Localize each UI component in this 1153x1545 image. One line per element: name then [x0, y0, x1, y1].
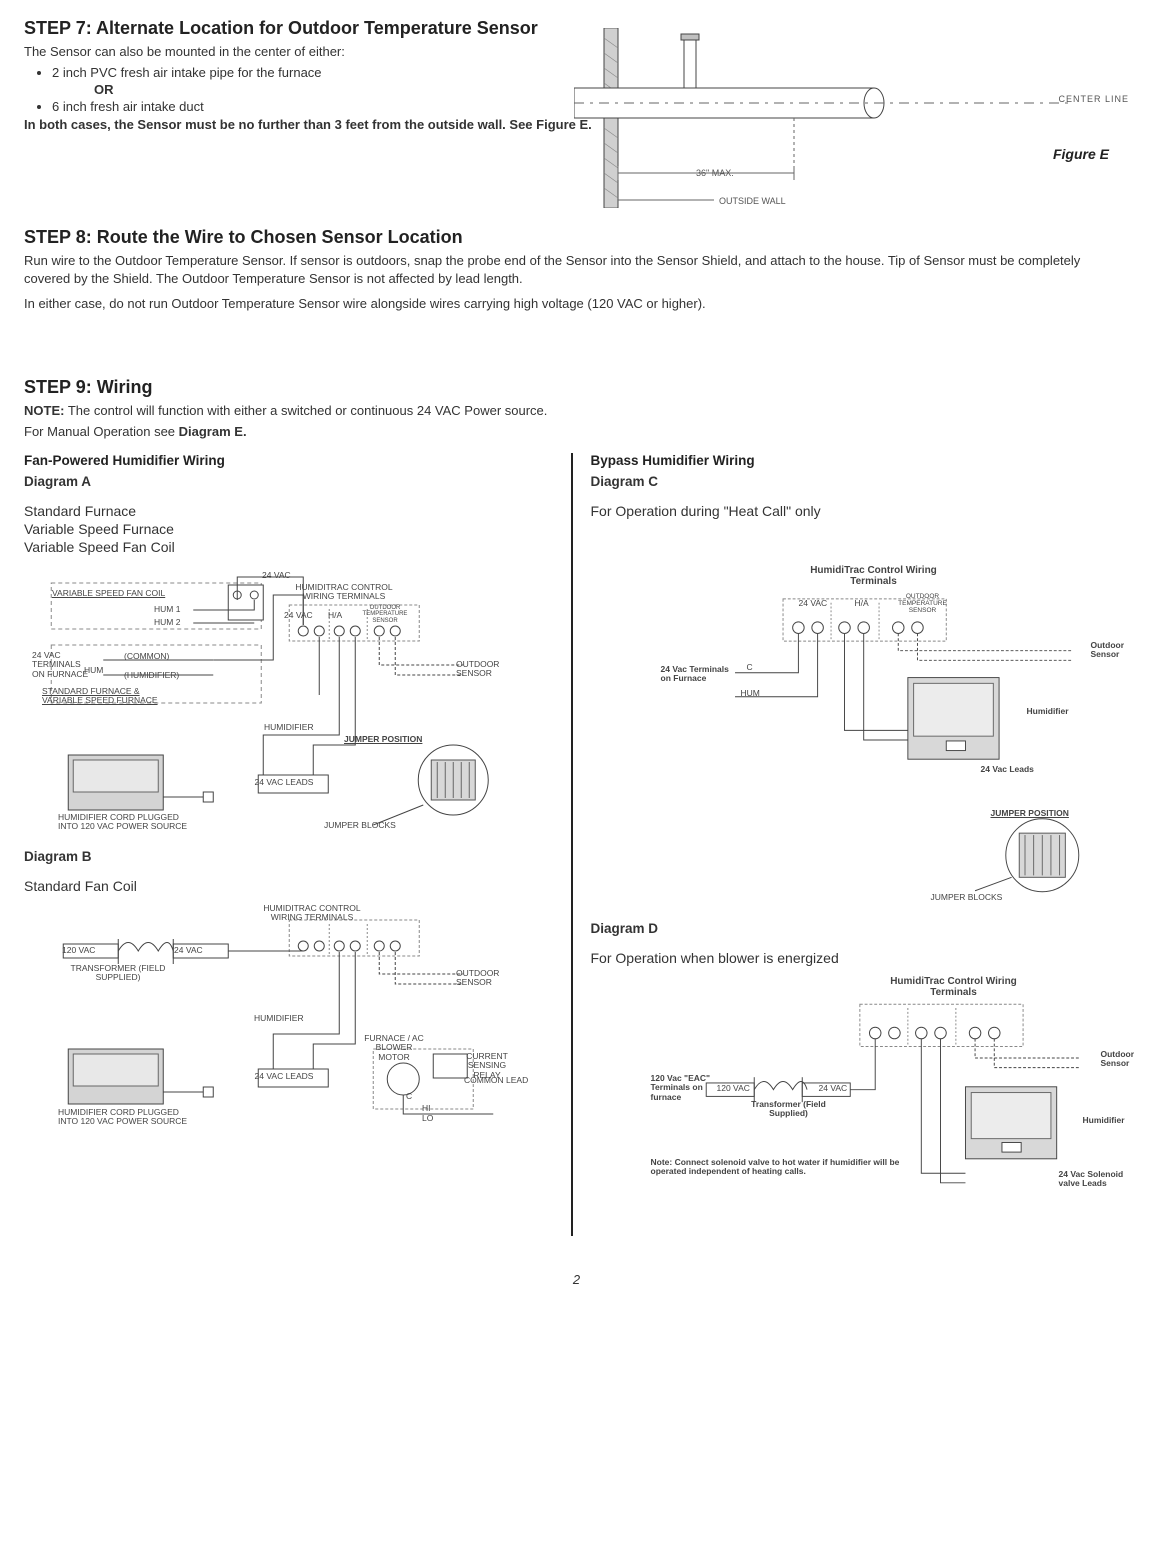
figure-e: CENTER LINE Figure E 36" MAX. OUTSIDE WA…: [574, 28, 1129, 208]
diagD-note: Note: Connect solenoid valve to hot wate…: [651, 1158, 911, 1177]
diagB-leads: 24 VAC LEADS: [252, 1072, 316, 1081]
diagB-u1: Standard Fan Coil: [24, 878, 543, 894]
right-heading: Bypass Humidifier Wiring: [591, 453, 1110, 468]
diagD-u1: For Operation when blower is energized: [591, 950, 1110, 966]
diagD-xfmr: Transformer (Field Supplied): [739, 1100, 839, 1119]
diagD-terms: 120 Vac "EAC" Terminals on furnace: [651, 1074, 721, 1102]
step8-p1: Run wire to the Outdoor Temperature Sens…: [24, 252, 1129, 287]
diagD-outdoor: Outdoor Sensor: [1101, 1050, 1151, 1069]
diagD-ctrl: HumidiTrac Control Wiring Terminals: [889, 976, 1019, 998]
diagD-title: Diagram D: [591, 921, 1110, 936]
diagC-outsens: OUTDOOR TEMPERATURE SENSOR: [893, 593, 953, 614]
diagC-jumper: JUMPER POSITION: [991, 809, 1069, 818]
step9-heading: STEP 9: Wiring: [24, 377, 1129, 398]
step8-p2: In either case, do not run Outdoor Tempe…: [24, 295, 1129, 313]
diagB-outdoor: OUTDOOR SENSOR: [456, 969, 506, 988]
diagB-motor: FURNACE / AC BLOWER MOTOR: [359, 1034, 429, 1062]
diagA-varspeed: VARIABLE SPEED FAN COIL: [52, 589, 165, 598]
diagA-outdoor: OUTDOOR SENSOR: [456, 660, 506, 679]
step9-section: STEP 9: Wiring NOTE: The control will fu…: [24, 377, 1129, 441]
figE-centerline: CENTER LINE: [1058, 94, 1129, 104]
step7-title: Alternate Location for Outdoor Temperatu…: [96, 18, 538, 38]
diagA-humbox: HUMIDIFIER: [264, 723, 314, 732]
diagA-outsens: OUTDOOR TEMPERATURE SENSOR: [360, 605, 410, 625]
step7-section: STEP 7: Alternate Location for Outdoor T…: [24, 18, 1129, 133]
step9-manual: For Manual Operation see Diagram E.: [24, 423, 1129, 441]
step9-note: NOTE: The control will function with eit…: [24, 402, 1129, 420]
diagC-24vac: 24 VAC: [799, 599, 828, 608]
diagA-cord: HUMIDIFIER CORD PLUGGED INTO 120 VAC POW…: [58, 813, 188, 832]
diagB-humbox: HUMIDIFIER: [254, 1014, 304, 1023]
diagC-outdoor: Outdoor Sensor: [1091, 641, 1141, 660]
diagA-humidifier: (HUMIDIFIER): [124, 671, 179, 680]
diagA-hum: HUM: [84, 666, 103, 675]
diagA-u3: Variable Speed Fan Coil: [24, 539, 543, 555]
figE-caption: Figure E: [1053, 146, 1109, 162]
left-heading: Fan-Powered Humidifier Wiring: [24, 453, 543, 468]
diagC-leads: 24 Vac Leads: [981, 765, 1034, 774]
figE-wall: OUTSIDE WALL: [719, 196, 786, 206]
step9-label: STEP 9:: [24, 377, 92, 397]
diagA-u1: Standard Furnace: [24, 503, 543, 519]
step9-note-label: NOTE:: [24, 403, 64, 418]
diagD-24vac: 24 VAC: [819, 1084, 848, 1093]
diagB-c: C: [406, 1092, 412, 1101]
diagA-hum1: HUM 1: [154, 605, 180, 614]
diagB-lo: LO: [422, 1114, 433, 1123]
step8-title: Route the Wire to Chosen Sensor Location: [97, 227, 463, 247]
diagram-a-figure: VARIABLE SPEED FAN COIL HUM 1 HUM 2 24 V…: [24, 565, 543, 835]
diagA-jblocks: JUMPER BLOCKS: [324, 821, 396, 830]
diagB-xfmr: TRANSFORMER (FIELD SUPPLIED): [68, 964, 168, 983]
diagA-jumper: JUMPER POSITION: [344, 735, 422, 744]
diagA-stdfurn: STANDARD FURNACE & VARIABLE SPEED FURNAC…: [42, 687, 172, 706]
step8-heading: STEP 8: Route the Wire to Chosen Sensor …: [24, 227, 1129, 248]
left-column: Fan-Powered Humidifier Wiring Diagram A …: [24, 453, 573, 1236]
diagA-hum2: HUM 2: [154, 618, 180, 627]
diagA-title: Diagram A: [24, 474, 543, 489]
diagA-ctrl: HUMIDITRAC CONTROL WIRING TERMINALS: [294, 583, 394, 602]
step8-section: STEP 8: Route the Wire to Chosen Sensor …: [24, 227, 1129, 313]
diagB-ctrl: HUMIDITRAC CONTROL WIRING TERMINALS: [262, 904, 362, 923]
diagC-u1: For Operation during "Heat Call" only: [591, 503, 1110, 519]
diagC-hum: HUM: [741, 689, 760, 698]
step8-label: STEP 8:: [24, 227, 92, 247]
diagC-terms: 24 Vac Terminals on Furnace: [661, 665, 731, 684]
step7-label: STEP 7:: [24, 18, 92, 38]
diagC-title: Diagram C: [591, 474, 1110, 489]
diagA-24vac2: 24 VAC: [284, 611, 313, 620]
diagB-24vac: 24 VAC: [174, 946, 203, 955]
diagD-leads: 24 Vac Solenoid valve Leads: [1059, 1170, 1139, 1189]
diagram-c-figure: HumidiTrac Control Wiring Terminals 24 V…: [591, 565, 1110, 915]
diagC-c: C: [747, 663, 753, 672]
step9-note-text: The control will function with either a …: [68, 403, 548, 418]
diagA-leads: 24 VAC LEADS: [252, 778, 316, 787]
diagB-hi: HI: [422, 1104, 431, 1113]
diagD-120vac: 120 VAC: [717, 1084, 750, 1093]
diagC-jblocks: JUMPER BLOCKS: [931, 893, 1003, 902]
diagC-ha: H/A: [855, 599, 869, 608]
diagA-terms: 24 VAC TERMINALS ON FURNACE: [32, 651, 92, 679]
diagC-ctrl: HumidiTrac Control Wiring Terminals: [809, 565, 939, 587]
diagC-humbox: Humidifier: [1027, 707, 1069, 716]
wiring-columns: Fan-Powered Humidifier Wiring Diagram A …: [24, 453, 1129, 1236]
diagA-u2: Variable Speed Furnace: [24, 521, 543, 537]
step9-manual-text: For Manual Operation see: [24, 424, 179, 439]
diagB-common: COMMON LEAD: [464, 1076, 528, 1085]
diagB-cord: HUMIDIFIER CORD PLUGGED INTO 120 VAC POW…: [58, 1108, 188, 1127]
diagram-b-figure: 120 VAC 24 VAC TRANSFORMER (FIELD SUPPLI…: [24, 904, 543, 1134]
page-number: 2: [24, 1272, 1129, 1287]
diagD-humbox: Humidifier: [1083, 1116, 1125, 1125]
diagA-common: (COMMON): [124, 652, 169, 661]
right-column: Bypass Humidifier Wiring Diagram C For O…: [573, 453, 1130, 1236]
diagram-d-figure: HumidiTrac Control Wiring Terminals 120 …: [591, 976, 1110, 1236]
step9-manual-ref: Diagram E.: [179, 424, 247, 439]
diagA-24vac: 24 VAC: [262, 571, 291, 580]
figE-max: 36" MAX.: [696, 168, 734, 178]
step9-title: Wiring: [97, 377, 153, 397]
diagB-title: Diagram B: [24, 849, 543, 864]
diagA-ha: H/A: [328, 611, 342, 620]
diagB-120vac: 120 VAC: [62, 946, 95, 955]
